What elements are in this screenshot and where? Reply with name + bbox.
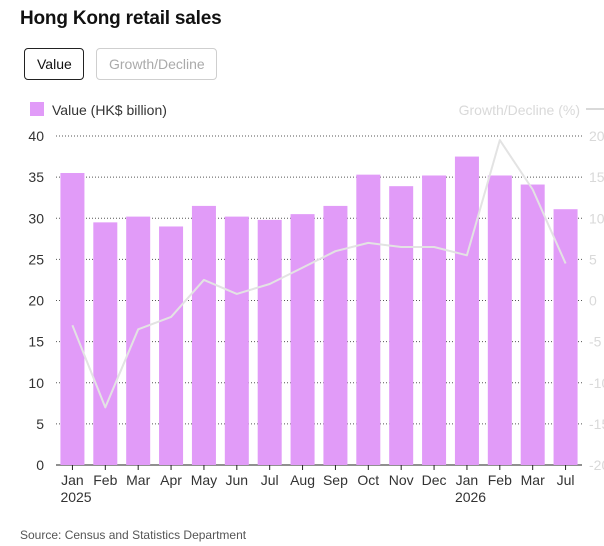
x-tick-label: Aug [290,472,315,488]
left-tick-label: 15 [28,334,44,350]
value-bar [60,173,85,465]
right-tick-label: 0 [589,293,597,309]
left-tick-label: 35 [28,169,44,185]
right-tick-label: 20 [589,128,604,144]
value-bar [323,205,348,465]
x-tick-label: Dec [422,472,447,488]
x-tick-label: Jul [557,472,575,488]
left-tick-label: 25 [28,251,44,267]
x-tick-label: Jan [61,472,84,488]
x-tick-label: May [191,472,217,488]
legend-line-label: Growth/Decline (%) [459,102,580,118]
source-note: Source: Census and Statistics Department [20,528,247,542]
growth-line [71,139,567,409]
value-bar [487,175,512,466]
legend-bar-label: Value (HK$ billion) [52,102,167,118]
x-year-label: 2025 [60,489,91,505]
left-tick-label: 0 [36,457,44,473]
x-tick-label: Feb [488,472,512,488]
x-tick-label: Mar [126,472,150,488]
growth-toggle-button[interactable]: Growth/Decline [96,48,217,80]
value-bar [191,205,216,465]
left-tick-label: 5 [36,416,44,432]
right-tick-label: -20 [589,457,604,473]
value-bar [290,214,315,465]
value-bar [422,175,447,466]
chart-title: Hong Kong retail sales [20,8,222,29]
left-tick-label: 20 [28,293,44,309]
value-bar [553,209,578,465]
legend: Value (HK$ billion) Growth/Decline (%) [30,102,604,118]
right-tick-label: 5 [589,251,597,267]
value-bar [159,226,184,465]
growth-line-layer [71,139,567,409]
left-tick-label: 10 [28,375,44,391]
value-bar [356,174,381,465]
x-tick-label: Nov [389,472,414,488]
x-tick-label: Jul [261,472,279,488]
x-tick-label: Jan [456,472,479,488]
right-tick-label: 15 [589,169,604,185]
legend-bar-swatch [30,102,44,116]
value-bar [520,184,545,465]
x-tick-label: Jun [226,472,249,488]
x-tick-label: Apr [160,472,182,488]
x-tick-label: Mar [521,472,545,488]
right-axis-ticks: -20 -15 -10 -5 0 5 10 15 20 [589,128,604,473]
left-tick-label: 30 [28,210,44,226]
value-bar [224,216,249,465]
x-tick-label: Feb [93,472,117,488]
value-bars [60,156,578,466]
left-axis-ticks: 0 5 10 15 20 25 30 35 40 [28,128,44,473]
x-tick-label: Oct [357,472,379,488]
x-tick-label: Sep [323,472,348,488]
value-bar [257,219,282,465]
left-tick-label: 40 [28,128,44,144]
value-bar [389,186,414,466]
value-bar [93,222,118,465]
right-tick-label: -10 [589,375,604,391]
x-year-label: 2026 [455,489,486,505]
right-tick-label: -15 [589,416,604,432]
right-tick-label: -5 [589,334,602,350]
value-bar [126,216,151,465]
value-toggle-button[interactable]: Value [24,48,84,80]
value-bar [454,156,479,465]
right-tick-label: 10 [589,210,604,226]
